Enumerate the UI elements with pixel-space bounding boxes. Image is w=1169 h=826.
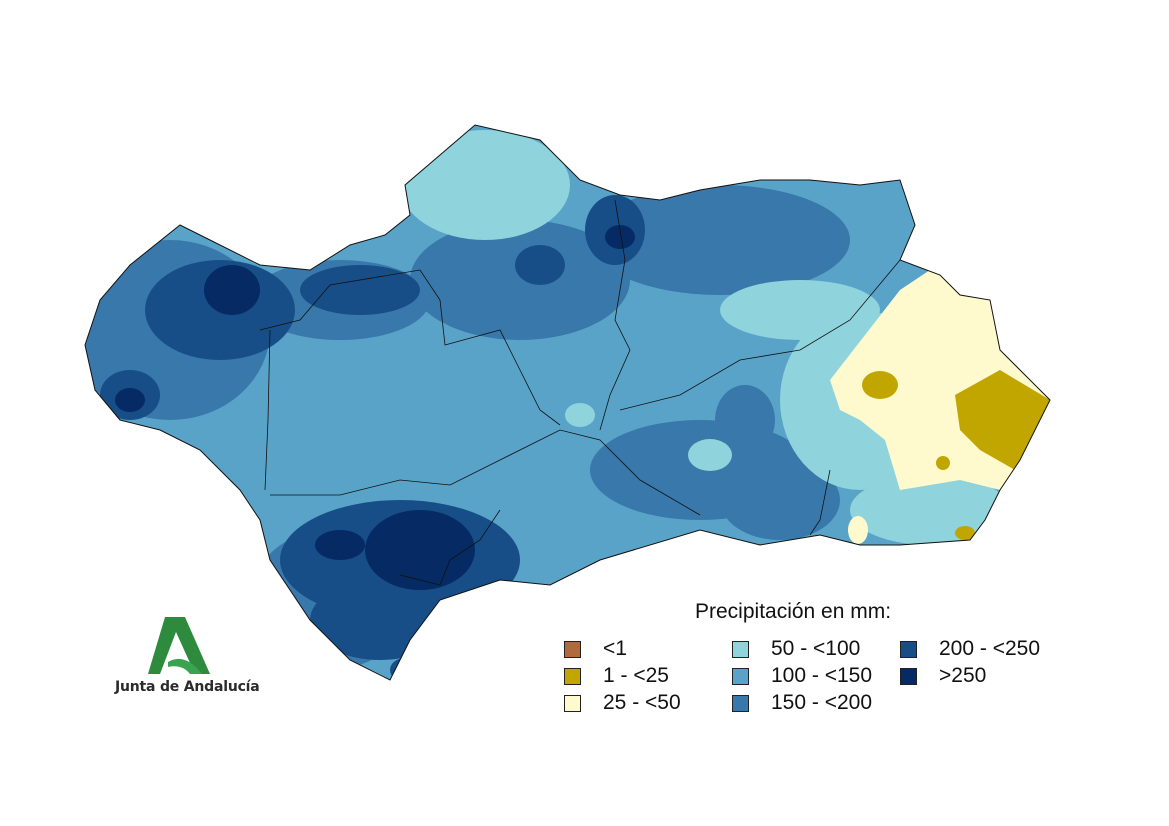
- province-boundaries: [259, 199, 901, 586]
- legend-swatch: [732, 694, 749, 712]
- legend-item: 150 - <200: [732, 690, 872, 716]
- legend-item: 50 - <100: [732, 636, 860, 662]
- logo-text: Junta de Andalucía: [115, 679, 260, 695]
- legend-label: 200 - <250: [939, 637, 1041, 660]
- legend-swatch: [900, 640, 917, 658]
- legend-label: <1: [603, 637, 627, 660]
- legend-item: 25 - <50: [564, 690, 681, 716]
- legend-item: 1 - <25: [564, 663, 669, 689]
- legend-swatch: [732, 640, 749, 658]
- legend-label: 100 - <150: [771, 664, 873, 687]
- zones-over-250: [115, 225, 635, 590]
- legend-label: 50 - <100: [771, 637, 861, 660]
- legend-swatch: [564, 667, 581, 685]
- legend-item: >250: [900, 663, 986, 689]
- legend-label: >250: [939, 664, 987, 687]
- legend-item: 100 - <150: [732, 663, 872, 689]
- legend-label: 1 - <25: [603, 664, 669, 687]
- legend-swatch: [732, 667, 749, 685]
- legend-swatch: [900, 667, 917, 685]
- legend-label: 25 - <50: [603, 691, 681, 714]
- legend-item: 200 - <250: [900, 636, 1040, 662]
- junta-de-andalucia-logo: [148, 617, 210, 674]
- legend-title: Precipitación en mm:: [695, 600, 892, 623]
- legend-label: 150 - <200: [771, 691, 873, 714]
- legend-swatch: [564, 694, 581, 712]
- zones-1-25: [862, 370, 1050, 540]
- legend-item: <1: [564, 636, 627, 662]
- legend-swatch: [564, 640, 581, 658]
